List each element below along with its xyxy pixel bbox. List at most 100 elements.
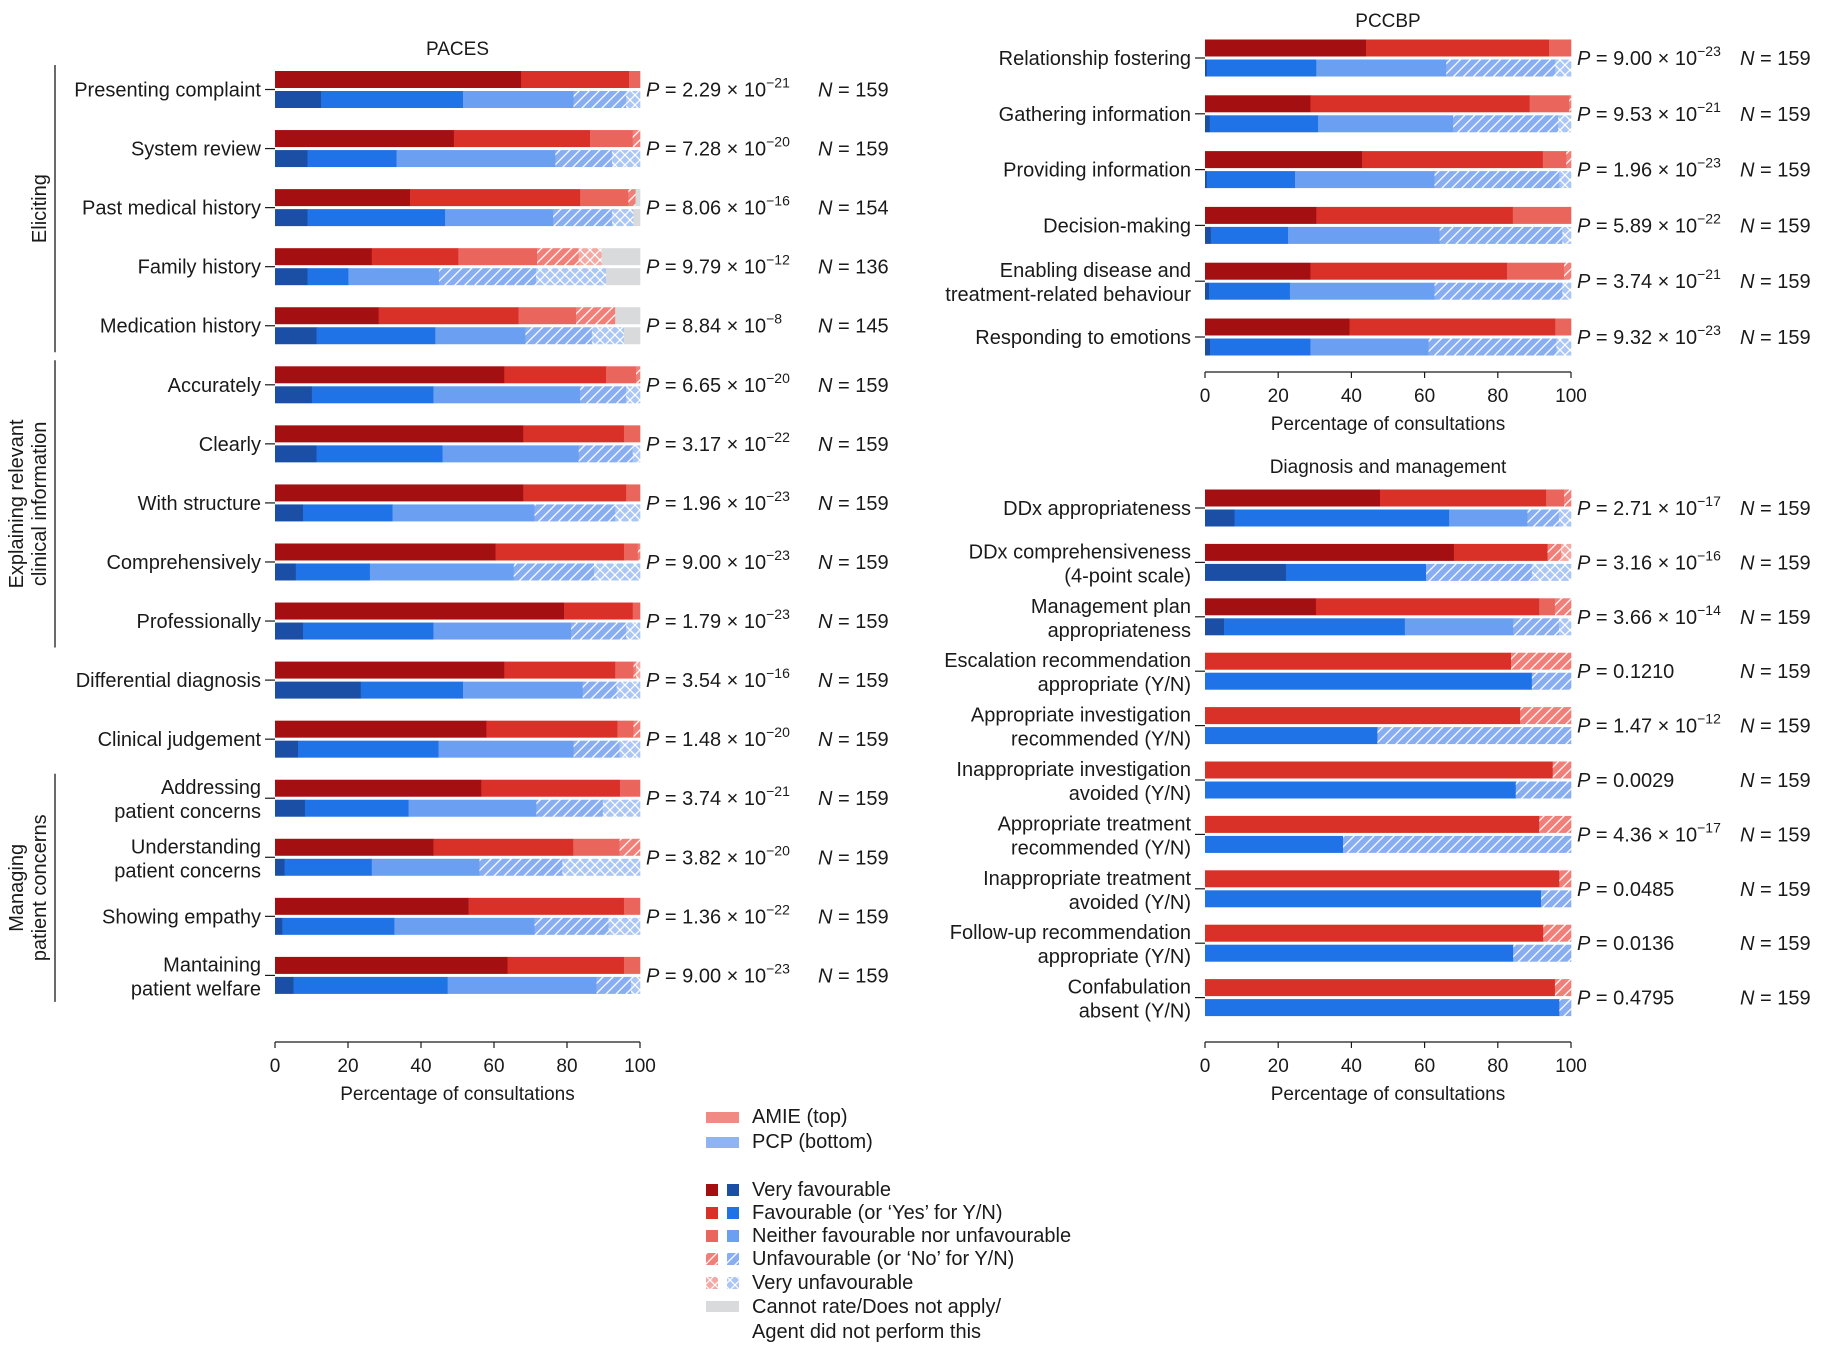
pcp-bar-segment-u bbox=[1377, 727, 1572, 745]
pcp-bar-segment-vf bbox=[275, 445, 317, 463]
pcp-bar-segment-vu bbox=[591, 327, 625, 345]
amie-bar-segment-f bbox=[481, 779, 621, 797]
pcp-bar-segment-f bbox=[307, 150, 397, 168]
bar-row: DDx appropriateness P = 2.71 × 10−17 N = 1… bbox=[1003, 489, 1811, 527]
pcp-bar-segment-u bbox=[555, 150, 613, 168]
pcp-bar-segment-vu bbox=[1531, 563, 1572, 581]
pcp-bar-segment-u bbox=[536, 799, 604, 817]
pcp-bar-segment-cr bbox=[633, 209, 641, 227]
pcp-bar-segment-u bbox=[525, 327, 593, 345]
pcp-bar-segment-vf bbox=[275, 386, 313, 404]
x-tick-label: 80 bbox=[1487, 386, 1508, 407]
row-group-bracket: Eliciting bbox=[29, 65, 56, 353]
row-label: Enabling disease and bbox=[1000, 260, 1191, 282]
row-label: Responding to emotions bbox=[975, 327, 1191, 349]
legend-swatch-amie bbox=[706, 1112, 739, 1123]
p-value: P = 8.06 × 10−16 bbox=[646, 193, 790, 220]
amie-bar-segment-f bbox=[1310, 95, 1530, 113]
pcp-bar-segment-n bbox=[442, 445, 579, 463]
pcp-bar-segment-vu bbox=[626, 91, 641, 108]
n-value: N = 159 bbox=[818, 729, 889, 751]
pcp-bar-segment-f bbox=[307, 209, 446, 227]
row-label-line2: avoided (Y/N) bbox=[1069, 783, 1191, 805]
pcp-bar-segment-u bbox=[1342, 835, 1572, 853]
pcp-bar-segment-cr bbox=[606, 268, 641, 286]
pcp-bar-segment-n bbox=[447, 976, 597, 994]
row-label: Presenting complaint bbox=[74, 80, 261, 102]
row-label: Appropriate investigation bbox=[971, 705, 1191, 727]
pcp-bar-segment-u bbox=[1513, 618, 1560, 636]
amie-bar-segment-u bbox=[1566, 151, 1572, 169]
x-tick-label: 20 bbox=[337, 1056, 358, 1077]
pcp-bar-segment-n bbox=[1310, 338, 1429, 356]
row-label: Mantaining bbox=[163, 954, 261, 976]
pcp-bar-segment-u bbox=[1513, 944, 1572, 962]
legend-swatch-pcp-f bbox=[727, 1207, 739, 1219]
pcp-bar-segment-vu bbox=[1556, 338, 1572, 356]
amie-bar-segment-f bbox=[1205, 870, 1560, 888]
amie-bar-segment-n bbox=[629, 71, 641, 88]
pcp-bar-segment-f bbox=[297, 740, 439, 758]
row-label-line2: treatment-related behaviour bbox=[945, 284, 1191, 306]
pcp-bar-segment-vf bbox=[1205, 115, 1211, 133]
p-value: P = 8.84 × 10−8 bbox=[646, 311, 782, 338]
row-label: Past medical history bbox=[82, 198, 261, 220]
bar-row: Comprehensively P = 9.00 × 10−23 N = 159 bbox=[106, 543, 889, 581]
amie-bar-segment-vf bbox=[1205, 318, 1350, 336]
n-value: N = 145 bbox=[818, 316, 889, 338]
pcp-bar-segment-n bbox=[462, 681, 583, 699]
amie-bar-segment-u bbox=[637, 543, 641, 561]
row-label: Inappropriate investigation bbox=[956, 759, 1191, 781]
amie-bar-segment-f bbox=[1362, 151, 1544, 169]
p-value: P = 2.71 × 10−17 bbox=[1577, 493, 1721, 520]
p-value: P = 3.54 × 10−16 bbox=[646, 665, 790, 692]
amie-bar-segment-vu bbox=[1561, 543, 1572, 561]
x-tick-label: 100 bbox=[1555, 386, 1587, 407]
n-value: N = 159 bbox=[1740, 607, 1811, 629]
row-label-line2: recommended (Y/N) bbox=[1011, 837, 1191, 859]
amie-bar-segment-vf bbox=[1205, 151, 1363, 169]
pcp-bar-segment-vf bbox=[275, 976, 294, 994]
pcp-bar-segment-vu bbox=[1558, 618, 1572, 636]
pcp-bar-segment-vu bbox=[562, 858, 641, 876]
pcp-bar-segment-n bbox=[396, 150, 556, 168]
row-label-line2: patient concerns bbox=[114, 860, 261, 882]
p-value: P = 0.0029 bbox=[1577, 770, 1674, 792]
bar-row: Relationship fostering P = 9.00 × 10−23 N … bbox=[999, 39, 1811, 77]
p-value: P = 1.47 × 10−12 bbox=[1577, 711, 1721, 738]
p-value: P = 2.29 × 10−21 bbox=[646, 75, 790, 102]
pcp-bar-segment-f bbox=[295, 563, 371, 581]
pcp-bar-segment-cr bbox=[623, 327, 641, 345]
pcp-bar-segment-n bbox=[371, 858, 480, 876]
amie-bar-segment-u bbox=[1552, 761, 1572, 779]
amie-bar-segment-n bbox=[1549, 39, 1572, 57]
n-value: N = 159 bbox=[1740, 271, 1811, 293]
row-label: Professionally bbox=[136, 611, 261, 633]
amie-bar-segment-n bbox=[589, 130, 633, 148]
amie-bar-segment-n bbox=[458, 248, 538, 266]
amie-bar-segment-cr bbox=[615, 307, 641, 325]
x-tick-label: 40 bbox=[1341, 1056, 1362, 1077]
bar-row: DDx comprehensiveness(4-point scale) P = … bbox=[969, 541, 1811, 587]
amie-bar-segment-vf bbox=[1205, 39, 1367, 57]
pcp-bar-segment-n bbox=[1288, 226, 1440, 244]
x-tick-label: 40 bbox=[410, 1056, 431, 1077]
amie-bar-segment-f bbox=[486, 720, 618, 738]
amie-bar-segment-n bbox=[623, 425, 641, 443]
bar-row: Accurately P = 6.65 × 10−20 N = 159 bbox=[168, 366, 889, 404]
group-label: Explaining relevant bbox=[6, 419, 28, 588]
n-value: N = 159 bbox=[818, 670, 889, 692]
bar-row: Differential diagnosis P = 3.54 × 10−16 N … bbox=[76, 661, 889, 699]
pcp-bar-segment-f bbox=[1205, 781, 1517, 799]
pcp-bar-segment-f bbox=[1205, 890, 1542, 908]
amie-bar-segment-n bbox=[1542, 151, 1567, 169]
amie-bar-segment-vu bbox=[635, 661, 641, 679]
x-tick-label: 0 bbox=[1200, 1056, 1211, 1077]
amie-bar-segment-u bbox=[1547, 543, 1562, 561]
pcp-bar-segment-vu bbox=[1562, 226, 1572, 244]
pcp-bar-segment-f bbox=[316, 445, 443, 463]
